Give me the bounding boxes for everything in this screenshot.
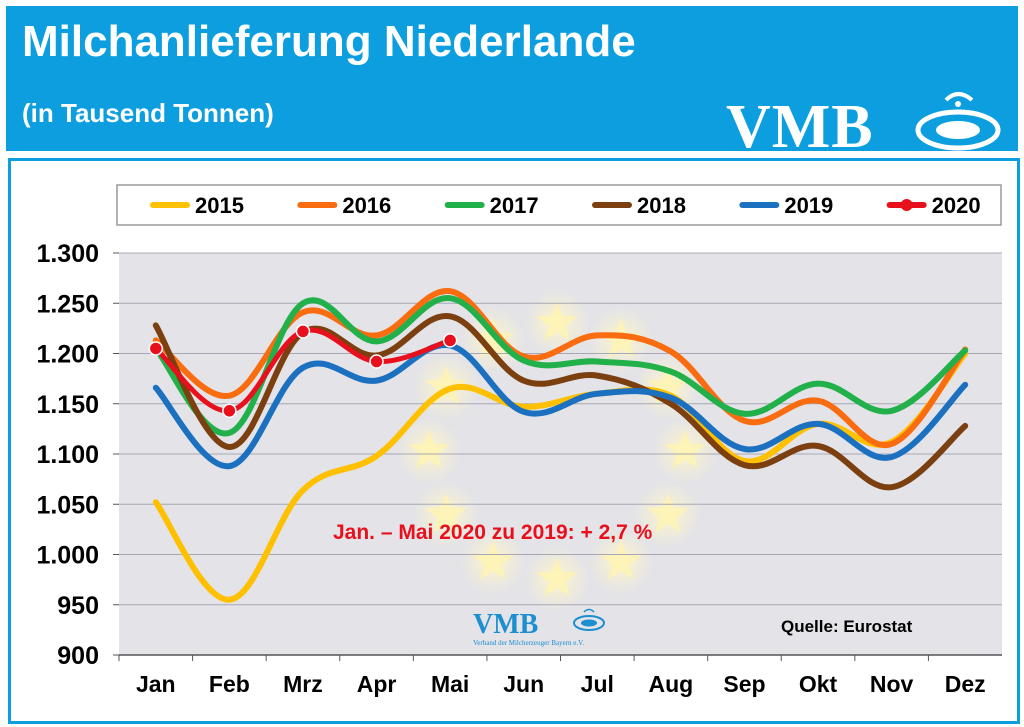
legend-marker-2020	[900, 199, 913, 211]
y-axis-ticks: 900 950 1.000 1.050 1.100 1.150 1.200 1.250 1.30…	[36, 240, 119, 670]
y-tick-label: 1.050	[36, 491, 99, 519]
x-tick-label: Sep	[723, 671, 765, 697]
y-tick-label: 1.300	[36, 240, 99, 268]
vmb-logo-text: VMB	[726, 93, 874, 161]
x-axis-ticks: Jan Feb Mrz Apr Mai Jun Jul Aug Sep Okt Nov Dez	[118, 655, 986, 697]
x-tick-label: Dez	[945, 671, 986, 697]
y-tick-label: 1.000	[36, 542, 99, 570]
inner-logo-tagline: Verband der Milcherzeuger Bayern e.V.	[473, 639, 584, 647]
y-tick-label: 1.100	[36, 441, 99, 469]
vmb-logo-icon	[915, 92, 1001, 151]
data-point-2020	[369, 354, 384, 369]
legend-label-2015: 2015	[195, 193, 244, 218]
y-tick-label: 950	[57, 592, 99, 620]
series-markers	[148, 324, 458, 419]
series-line-2020	[153, 327, 453, 414]
legend-label-2019: 2019	[784, 193, 833, 218]
data-point-2020	[442, 333, 458, 348]
source-label: Quelle: Eurostat	[781, 617, 913, 636]
data-point-2020	[295, 324, 311, 339]
milk-delivery-chart: 900 950 1.000 1.050 1.100 1.150 1.200 1.250 1.30…	[36, 184, 1002, 697]
x-tick-label: Jan	[136, 671, 176, 697]
x-tick-label: Feb	[209, 671, 250, 697]
legend-box	[116, 184, 1002, 226]
legend-label-2020: 2020	[932, 193, 981, 218]
inner-logo-icon	[573, 608, 605, 631]
x-tick-label: Jun	[503, 671, 544, 697]
x-tick-label: Apr	[357, 671, 397, 697]
chart-panel: 900 950 1.000 1.050 1.100 1.150 1.200 1.250 1.30…	[8, 158, 1020, 724]
series-line-2019	[152, 342, 969, 470]
inner-logo-text: VMB	[473, 609, 538, 640]
comparison-annotation: Jan. – Mai 2020 zu 2019: + 2,7 %	[333, 521, 653, 544]
series-lines	[152, 288, 969, 603]
x-tick-label: Okt	[799, 671, 838, 697]
series-line-2018	[152, 313, 969, 491]
legend-label-2018: 2018	[637, 193, 686, 218]
x-tick-label: Mrz	[283, 671, 323, 697]
y-tick-label: 1.200	[36, 341, 99, 369]
y-tick-label: 1.250	[36, 290, 99, 318]
data-point-2020	[148, 341, 164, 356]
legend: 2015 2016 2017 2018 2019 2020	[116, 184, 1002, 226]
page-title: Milchanlieferung Niederlande	[22, 17, 636, 66]
header-banner: Milchanlieferung Niederlande (in Tausend…	[6, 6, 1018, 160]
x-tick-label: Jul	[581, 671, 614, 697]
y-tick-label: 900	[57, 642, 99, 670]
y-tick-label: 1.150	[36, 391, 99, 419]
x-tick-label: Mai	[431, 671, 469, 697]
data-point-2020	[222, 403, 237, 419]
legend-label-2017: 2017	[490, 193, 539, 218]
x-tick-label: Nov	[870, 671, 914, 697]
inner-vmb-logo: VMB Verband der Milcherzeuger Bayern e.V…	[473, 608, 605, 647]
x-tick-label: Aug	[649, 671, 694, 697]
series-line-2017	[152, 295, 969, 437]
page-subtitle: (in Tausend Tonnen)	[22, 98, 274, 128]
legend-label-2016: 2016	[342, 193, 391, 218]
